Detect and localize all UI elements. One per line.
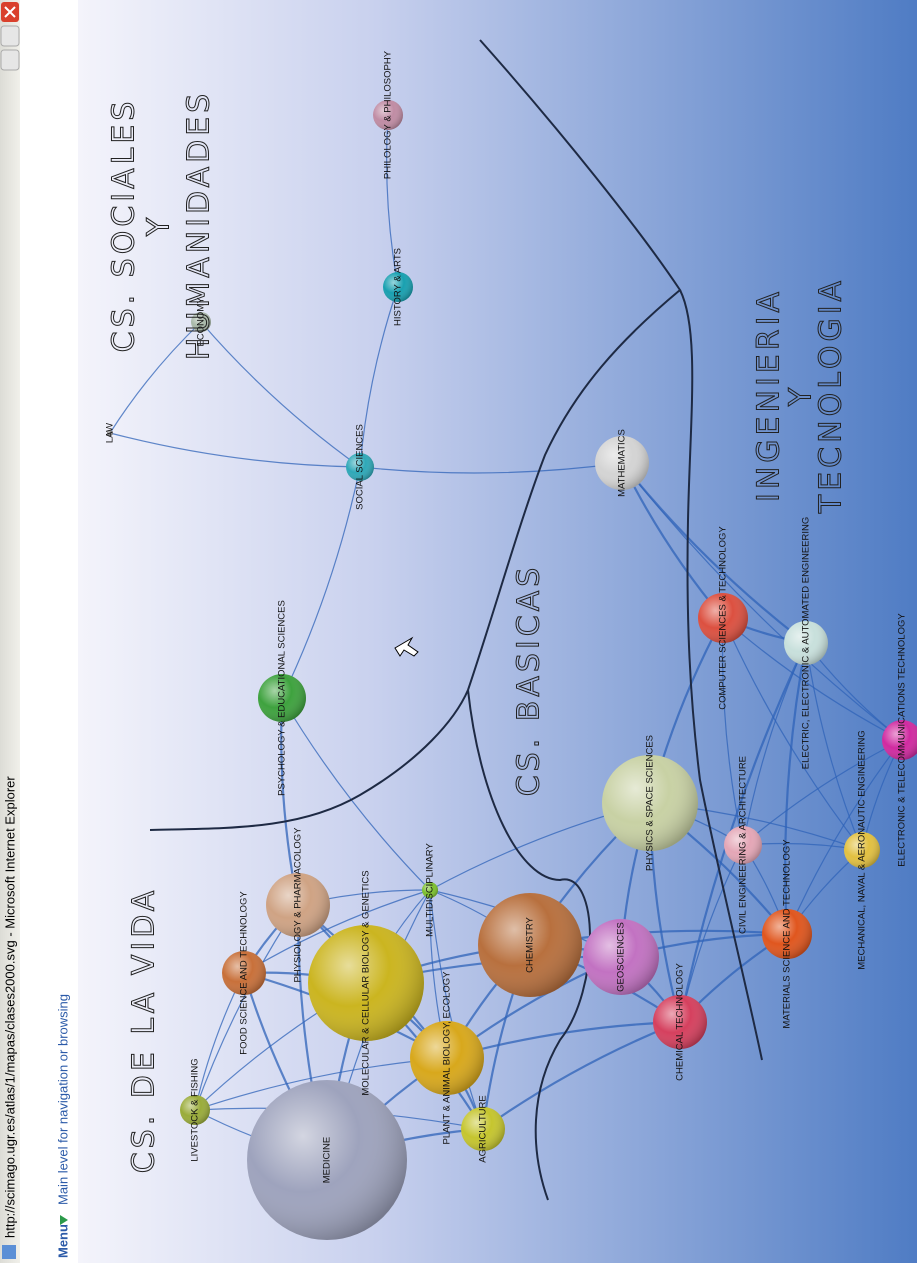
node-label[interactable]: PSYCHOLOGY & EDUCATIONAL SCIENCES xyxy=(277,600,288,796)
node-label[interactable]: PHYSICS & SPACE SCIENCES xyxy=(645,735,656,871)
edge xyxy=(200,321,361,468)
handwritten-note: TECNOLOGIA xyxy=(814,277,849,514)
node-label[interactable]: MOLECULAR & CELLULAR BIOLOGY & GENETICS xyxy=(361,870,372,1095)
handwritten-note: CS. SOCIALES xyxy=(107,98,142,353)
edge xyxy=(742,739,903,846)
title-bar xyxy=(0,0,20,1263)
edge xyxy=(678,642,807,1023)
node-label[interactable]: MATHEMATICS xyxy=(617,429,628,497)
edge xyxy=(109,432,361,468)
edge xyxy=(386,114,399,288)
node-label[interactable]: PHILOLOGY & PHILOSOPHY xyxy=(383,50,394,179)
node-shading xyxy=(258,674,306,722)
node-label[interactable]: AGRICULTURE xyxy=(478,1095,489,1162)
node-label[interactable]: FOOD SCIENCE AND TECHNOLOGY xyxy=(239,891,250,1055)
edge xyxy=(786,739,903,935)
node-shading xyxy=(222,951,266,995)
node-shading xyxy=(247,1080,407,1240)
node-label[interactable]: CHEMISTRY xyxy=(525,916,536,972)
edge xyxy=(721,617,744,846)
handwritten-note: Y xyxy=(784,384,819,407)
node-label[interactable]: CHEMICAL TECHNOLOGY xyxy=(675,962,686,1080)
node-shading xyxy=(461,1107,505,1151)
menu-arrow xyxy=(60,1215,68,1225)
edge xyxy=(359,286,399,468)
node-shading xyxy=(346,453,374,481)
handwritten-note: CS. BASICAS xyxy=(512,564,547,797)
edge xyxy=(281,466,361,699)
node-shading xyxy=(107,430,113,436)
node-label[interactable]: CIVIL ENGINEERING & ARCHITECTURE xyxy=(738,756,749,934)
node-label[interactable]: MEDICINE xyxy=(322,1137,333,1183)
node-label[interactable]: MECHANICAL, NAVAL & AERONAUTIC ENGINEERI… xyxy=(857,730,868,969)
node-shading xyxy=(373,100,403,130)
edge xyxy=(722,617,903,741)
edge xyxy=(722,617,863,851)
node-shading xyxy=(762,909,812,959)
node-label[interactable]: MULTIDISCIPLINARY xyxy=(425,843,436,937)
toolbar xyxy=(20,0,78,1263)
window-title: http://scimago.ugr.es/atlas/1/mapas/clas… xyxy=(2,776,17,1238)
node-shading xyxy=(583,919,659,995)
mouse-cursor xyxy=(394,636,419,657)
node-label[interactable]: COMPUTER SCIENCES & TECHNOLOGY xyxy=(718,526,729,710)
handwritten-note: HUMANIDADES xyxy=(182,90,217,360)
node-label[interactable]: PHYSIOLOGY & PHARMACOLOGY xyxy=(293,827,304,983)
pen-lines xyxy=(149,39,763,1201)
node-shading xyxy=(478,893,582,997)
node-shading xyxy=(844,832,880,868)
minimize-button[interactable] xyxy=(0,49,20,71)
edge xyxy=(109,321,202,434)
pen-line xyxy=(149,39,682,831)
node-shading xyxy=(784,621,828,665)
edge xyxy=(805,642,863,851)
node-shading xyxy=(698,593,748,643)
node-label[interactable]: PLANT & ANIMAL BIOLOGY, ECOLOGY xyxy=(442,971,453,1145)
navigation-hint: Main level for navigation or browsing xyxy=(55,994,70,1205)
edge xyxy=(482,1020,681,1130)
node-shading xyxy=(191,312,211,332)
handwritten-note: INGENIERIA xyxy=(752,288,787,502)
nodes: MEDICINE LIVESTOCK & FISHING FOOD SCIENCE … xyxy=(105,50,917,1240)
node-shading xyxy=(595,436,649,490)
pen-line xyxy=(467,689,591,1201)
node-shading xyxy=(180,1095,210,1125)
edge xyxy=(359,462,623,474)
node-shading xyxy=(422,882,438,898)
close-icon xyxy=(4,6,16,18)
node-label[interactable]: ELECTRIC, ELECTRONIC & AUTOMATED ENGINEE… xyxy=(801,517,812,770)
node-shading xyxy=(266,873,330,937)
node-shading xyxy=(410,1021,484,1095)
node-label[interactable]: ELECTRONIC & TELECOMMUNICATIONS TECHNOLO… xyxy=(897,613,908,867)
node-shading xyxy=(653,995,707,1049)
edge xyxy=(429,889,484,1130)
node-label[interactable]: GEOSCIENCES xyxy=(616,922,627,992)
node-shading xyxy=(602,755,698,851)
edge xyxy=(243,889,431,974)
ie-icon xyxy=(2,1245,16,1259)
edge xyxy=(784,642,808,935)
handwritten-note: Y xyxy=(142,214,177,237)
node-shading xyxy=(724,826,762,864)
node-label[interactable]: LAW xyxy=(105,423,116,443)
node-label[interactable]: HISTORY & ARTS xyxy=(393,248,404,326)
node-shading xyxy=(882,720,917,760)
edge xyxy=(742,642,807,846)
node-label[interactable]: MATERIALS SCIENCE AND TECHNOLOGY xyxy=(782,839,793,1029)
node-shading xyxy=(383,272,413,302)
node-label[interactable]: SOCIAL SCIENCES xyxy=(355,424,366,510)
menu-button[interactable]: Menu xyxy=(55,1224,70,1258)
node-shading xyxy=(308,925,424,1041)
node-label[interactable]: ECONOMY xyxy=(196,297,207,347)
node-label[interactable]: LIVESTOCK & FISHING xyxy=(190,1058,201,1161)
edge xyxy=(621,462,903,741)
edge xyxy=(281,697,431,891)
maximize-button[interactable] xyxy=(0,25,20,47)
handwritten-note: CS. DE LA VIDA xyxy=(127,887,162,1174)
pen-line xyxy=(679,289,763,1061)
